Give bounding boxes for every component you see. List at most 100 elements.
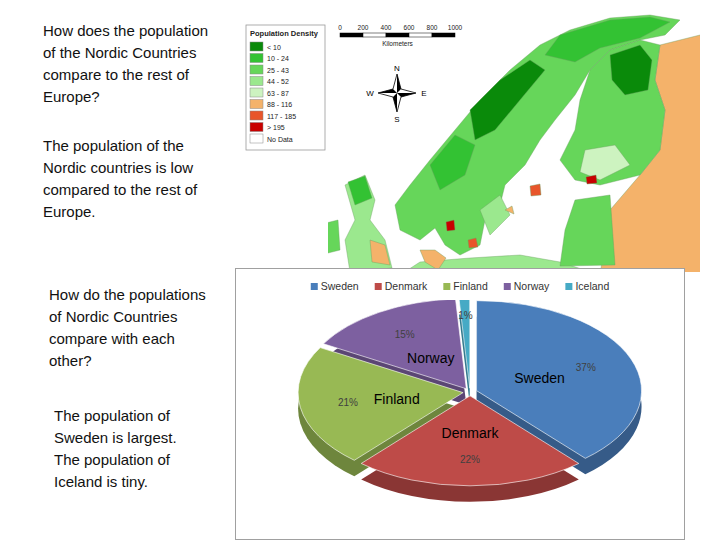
chart-frame xyxy=(236,269,685,540)
legend-label: Sweden xyxy=(321,280,359,292)
map xyxy=(328,15,700,272)
legend-swatch xyxy=(250,111,263,120)
slide-text: of the Nordic Countries xyxy=(43,44,196,61)
legend-swatch xyxy=(250,54,263,63)
scale-label: 400 xyxy=(381,24,392,31)
slide-text: The population of xyxy=(54,451,171,468)
legend: Sweden Denmark Finland Norway Iceland xyxy=(311,280,610,292)
legend-box xyxy=(246,25,325,150)
legend-swatch xyxy=(250,88,263,97)
legend-label: Finland xyxy=(453,280,488,292)
legend-swatch xyxy=(250,65,263,74)
compass-label: E xyxy=(421,89,426,98)
legend-swatch xyxy=(311,283,318,290)
slide-text: How do the populations xyxy=(49,286,206,303)
legend-title: Population Density xyxy=(250,29,319,38)
map-region xyxy=(430,135,475,190)
legend-label: Norway xyxy=(514,280,550,292)
map-region xyxy=(560,40,665,185)
map-region xyxy=(586,175,597,184)
compass-star xyxy=(378,74,416,112)
data-label: 15% xyxy=(395,329,415,340)
slice xyxy=(298,348,463,461)
map-region xyxy=(370,240,390,265)
compass-label: W xyxy=(366,89,374,98)
legend-label: 88 - 116 xyxy=(267,101,292,108)
slide-text: compare with each xyxy=(49,330,175,347)
map-region xyxy=(470,60,545,140)
legend-swatch xyxy=(504,283,511,290)
data-label: 1% xyxy=(458,310,473,321)
legend-label: Iceland xyxy=(575,280,609,292)
slide-text: How does the population xyxy=(43,22,208,39)
map-region xyxy=(328,220,340,255)
scale-segment xyxy=(386,33,409,37)
pie-labels: 37%Sweden22%Denmark21%Finland15%Norway1% xyxy=(338,310,596,465)
map-region xyxy=(468,238,478,248)
scale-bar: 0 200 400 600 800 1000 Kilometers xyxy=(338,24,462,47)
pie xyxy=(298,300,641,502)
map-region xyxy=(420,250,446,270)
legend-label: No Data xyxy=(267,136,293,143)
slide-text: compared to the rest of xyxy=(43,181,198,198)
scale-label: 1000 xyxy=(448,24,463,31)
legend-item: Iceland xyxy=(565,280,609,292)
slide-text: Europe. xyxy=(43,203,96,220)
slide-text: Sweden is largest. xyxy=(54,429,177,446)
legend-swatch xyxy=(250,134,263,143)
slice xyxy=(323,300,466,389)
map-region xyxy=(480,195,510,235)
slide-text: The population of the xyxy=(43,137,184,154)
legend-swatch xyxy=(250,42,263,51)
map-region xyxy=(505,206,514,214)
compass: NWES xyxy=(366,64,426,124)
legend-label: 44 - 52 xyxy=(267,78,289,85)
slide-text: compare to the rest of xyxy=(43,66,190,83)
legend-label: 117 - 185 xyxy=(267,113,296,120)
scale-label: 200 xyxy=(358,24,369,31)
pie-body xyxy=(298,300,641,502)
legend-swatch xyxy=(375,283,382,290)
legend-swatch xyxy=(250,100,263,109)
map-region xyxy=(348,176,372,205)
legend-label: 10 - 24 xyxy=(267,55,289,62)
legend-item: Finland xyxy=(443,280,488,292)
slice-name: Denmark xyxy=(442,425,500,441)
slide-text: other? xyxy=(49,352,92,369)
map-region xyxy=(345,175,392,272)
scale-unit: Kilometers xyxy=(382,40,413,47)
map-region xyxy=(560,195,615,266)
slice-name: Norway xyxy=(407,350,454,366)
legend-swatch xyxy=(565,283,572,290)
data-label: 37% xyxy=(576,362,596,373)
slide-text: Europe? xyxy=(43,88,100,105)
compass-label: N xyxy=(394,64,400,73)
data-label: 22% xyxy=(460,454,480,465)
map-region xyxy=(610,45,652,95)
scale-label: 800 xyxy=(427,24,438,31)
legend-item: Denmark xyxy=(375,280,428,292)
legend-swatch xyxy=(250,123,263,132)
scale-segment xyxy=(409,33,432,37)
map-region xyxy=(580,145,630,180)
compass-star xyxy=(378,74,416,112)
legend-label: > 195 xyxy=(267,124,285,131)
scale-label: 600 xyxy=(404,24,415,31)
slide-text: Nordic countries is low xyxy=(43,159,193,176)
legend-label: 63 - 87 xyxy=(267,90,289,97)
map-region xyxy=(446,220,455,231)
scale-segment xyxy=(363,33,386,37)
map-legend: Population Density< 1010 - 2425 - 4344 -… xyxy=(246,25,325,150)
scale-segment xyxy=(340,33,363,37)
scale-label: 0 xyxy=(338,24,342,31)
legend-swatch xyxy=(250,77,263,86)
slice-name: Sweden xyxy=(514,370,565,386)
scale-segment xyxy=(432,33,455,37)
slide-text: The population of xyxy=(54,407,171,424)
slide-text: Iceland is tiny. xyxy=(54,473,148,490)
legend-label: < 10 xyxy=(267,44,281,51)
legend-item: Norway xyxy=(504,280,550,292)
slide: Population Density< 1010 - 2425 - 4344 -… xyxy=(0,0,720,540)
slide-text: of Nordic Countries xyxy=(49,308,177,325)
data-label: 21% xyxy=(338,397,358,408)
